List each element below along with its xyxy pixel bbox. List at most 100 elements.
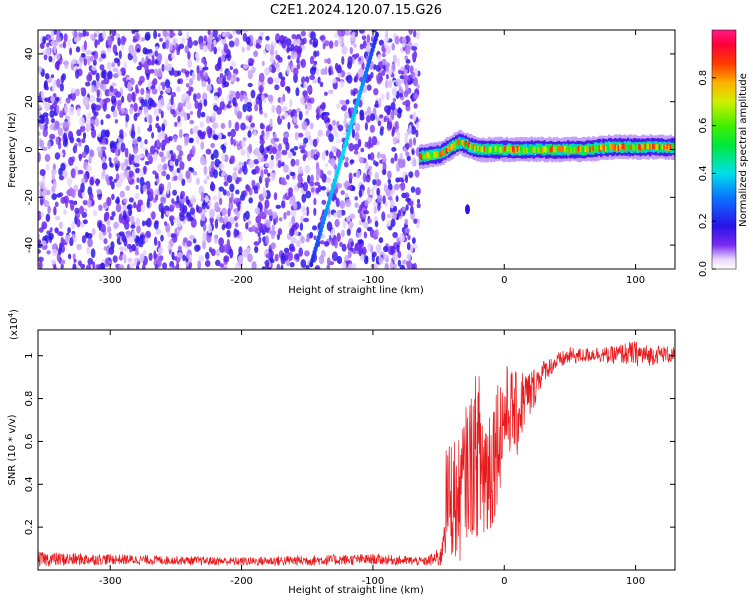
- heatmap-noise-cell: [367, 186, 371, 196]
- heatmap-noise-cell: [97, 263, 102, 269]
- heatmap-noise-cell: [381, 64, 386, 70]
- heatmap-noise-cell: [344, 192, 349, 198]
- heatmap-noise-cell: [345, 198, 352, 208]
- heatmap-noise-cell: [415, 187, 421, 196]
- heatmap-noise-cell: [263, 112, 268, 118]
- heatmap-noise-cell: [258, 236, 262, 244]
- heatmap-noise-cell: [132, 38, 138, 43]
- heatmap-noise-cell: [237, 201, 241, 212]
- heatmap-noise-cell: [111, 30, 115, 35]
- heatmap-noise-cell: [269, 250, 274, 258]
- heatmap-noise-cell: [68, 253, 72, 260]
- heatmap-noise-cell: [294, 131, 299, 141]
- heatmap-noise-cell: [213, 104, 219, 112]
- heatmap-noise-cell: [149, 69, 155, 74]
- heatmap-noise-cell: [132, 54, 138, 64]
- heatmap-noise-cell: [385, 188, 391, 197]
- heatmap-noise-cell: [274, 253, 279, 262]
- heatmap-noise-cell: [235, 91, 241, 100]
- heatmap-carrier-cell: [592, 145, 595, 151]
- heatmap-noise-cell: [354, 75, 358, 82]
- heatmap-noise-cell: [92, 106, 96, 114]
- heatmap-noise-cell: [261, 60, 265, 67]
- heatmap-noise-cell: [159, 90, 164, 96]
- heatmap-noise-cell: [219, 101, 225, 110]
- heatmap-noise-cell: [329, 40, 334, 49]
- heatmap-noise-cell: [255, 215, 262, 224]
- heatmap-noise-cell: [286, 86, 291, 94]
- colorbar-tick-label: 0.8: [698, 70, 709, 86]
- heatmap-noise-cell: [38, 152, 41, 162]
- heatmap-noise-cell: [178, 43, 185, 50]
- heatmap-noise-cell: [264, 199, 270, 209]
- heatmap-noise-cell: [410, 71, 416, 78]
- heatmap-noise-cell: [147, 127, 152, 132]
- heatmap-noise-cell: [103, 212, 110, 221]
- heatmap-carrier-cell: [559, 146, 562, 153]
- heatmap-noise-cell: [267, 172, 271, 177]
- heatmap-noise-cell: [355, 53, 360, 58]
- heatmap-noise-cell: [85, 232, 89, 237]
- heatmap-noise-cell: [410, 186, 416, 193]
- heatmap-carrier-cell: [625, 143, 628, 150]
- heatmap-noise-cell: [315, 67, 320, 76]
- heatmap-noise-cell: [102, 169, 106, 177]
- heatmap-noise-cell: [309, 74, 315, 80]
- heatmap-noise-cell: [186, 251, 190, 259]
- heatmap-noise-cell: [293, 67, 299, 76]
- heatmap-noise-cell: [386, 121, 393, 130]
- heatmap-noise-cell: [408, 30, 414, 35]
- heatmap-noise-cell: [290, 111, 294, 118]
- heatmap-noise-cell: [91, 84, 95, 94]
- heatmap-noise-cell: [86, 74, 93, 82]
- heatmap-noise-cell: [328, 124, 333, 131]
- heatmap-noise-cell: [85, 119, 91, 126]
- heatmap-noise-cell: [40, 42, 45, 49]
- heatmap-noise-cell: [317, 129, 324, 137]
- heatmap-noise-cell: [197, 260, 202, 269]
- heatmap-noise-cell: [130, 224, 136, 229]
- heatmap-noise-cell: [218, 197, 223, 206]
- heatmap-noise-cell: [47, 205, 51, 214]
- heatmap-noise-cell: [180, 68, 187, 73]
- heatmap-carrier-cell: [590, 146, 594, 153]
- heatmap-noise-cell: [55, 136, 60, 145]
- heatmap-carrier-cell: [442, 149, 445, 156]
- heatmap-noise-cell: [96, 89, 100, 98]
- heatmap-noise-cell: [188, 261, 193, 269]
- heatmap-noise-cell: [416, 198, 421, 204]
- heatmap-noise-cell: [230, 61, 236, 68]
- heatmap-carrier-cell: [606, 144, 609, 151]
- heatmap-noise-cell: [360, 147, 365, 153]
- heatmap-noise-cell: [207, 30, 211, 35]
- heatmap-noise-cell: [305, 190, 312, 199]
- heatmap-carrier-cell: [615, 145, 619, 151]
- heatmap-noise-cell: [390, 102, 396, 111]
- heatmap-noise-cell: [222, 189, 227, 196]
- heatmap-noise-cell: [359, 156, 365, 164]
- heatmap-noise-cell: [326, 264, 331, 269]
- heatmap-noise-cell: [133, 154, 140, 164]
- heatmap-noise-cell: [141, 57, 145, 65]
- heatmap-noise-cell: [185, 83, 190, 88]
- heatmap-noise-cell: [82, 30, 87, 37]
- heatmap-noise-cell: [49, 133, 56, 140]
- heatmap-noise-cell: [397, 108, 403, 114]
- heatmap-noise-cell: [274, 137, 280, 142]
- heatmap-noise-cell: [116, 196, 120, 204]
- heatmap-noise-cell: [89, 176, 95, 186]
- heatmap-noise-cell: [297, 132, 304, 138]
- heatmap-noise-cell: [54, 152, 61, 160]
- heatmap-noise-cell: [100, 223, 106, 233]
- heatmap-noise-cell: [82, 200, 88, 206]
- heatmap-noise-cell: [248, 143, 253, 154]
- heatmap-noise-cell: [119, 129, 124, 137]
- heatmap-noise-cell: [287, 55, 291, 60]
- heatmap-noise-cell: [212, 30, 218, 38]
- heatmap-noise-cell: [204, 260, 211, 267]
- heatmap-noise-cell: [224, 141, 227, 147]
- heatmap-noise-cell: [312, 78, 318, 84]
- heatmap-noise-cell: [113, 221, 120, 229]
- heatmap-noise-cell: [391, 63, 396, 73]
